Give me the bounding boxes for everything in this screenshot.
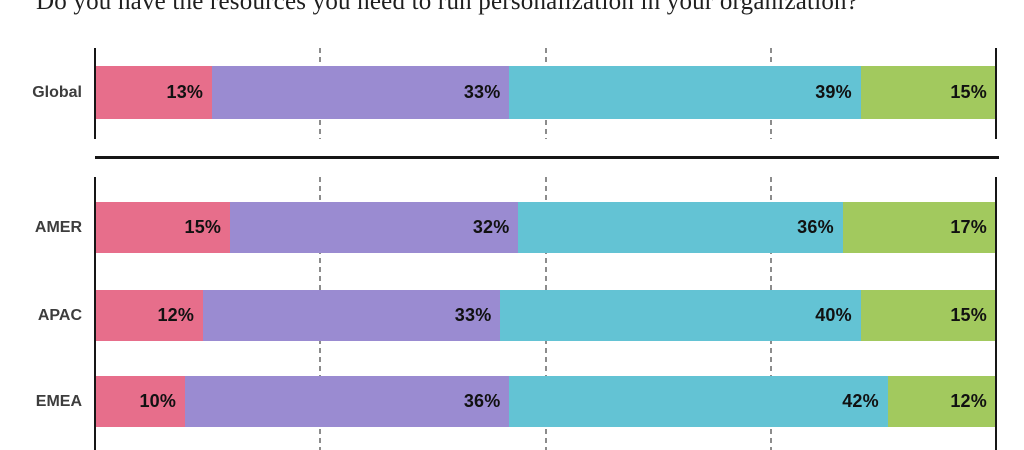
segment-value-label: 39% xyxy=(815,82,852,102)
regions-chart-plot: AMER 15% 32% 36% 17% APAC 12% 33% 40% 15% EMEA 10% 3… xyxy=(35,177,998,450)
global-left-axis-line xyxy=(93,48,97,139)
regions-left-axis-line xyxy=(93,177,97,450)
segment-value-label: 42% xyxy=(842,391,879,411)
bar-segment-1: 13% xyxy=(95,66,213,119)
bar-row-global: Global 13% 33% 39% 15% xyxy=(32,66,996,119)
bar-segment-3: 39% xyxy=(509,66,861,119)
bar-segment-3: 36% xyxy=(518,202,843,253)
segment-value-label: 32% xyxy=(472,217,510,237)
global-right-axis-line xyxy=(994,48,998,139)
segment-value-label: 15% xyxy=(950,305,987,325)
segment-value-label: 36% xyxy=(797,217,834,237)
segment-value-label: 12% xyxy=(950,391,987,411)
bar-segment-2: 33% xyxy=(203,290,501,341)
segment-value-label: 36% xyxy=(463,391,501,411)
section-divider xyxy=(95,156,999,159)
row-label-emea: EMEA xyxy=(35,392,82,410)
row-label-global: Global xyxy=(32,83,82,101)
bar-segment-4: 17% xyxy=(842,202,996,253)
bar-segment-1: 10% xyxy=(95,376,186,427)
bar-segment-1: 15% xyxy=(95,202,231,253)
bar-segment-4: 15% xyxy=(860,66,996,119)
segment-value-label: 17% xyxy=(950,217,987,237)
bar-segment-3: 40% xyxy=(500,290,861,341)
segment-value-label: 33% xyxy=(454,305,492,325)
row-label-amer: AMER xyxy=(34,218,82,236)
bar-row-amer: AMER 15% 32% 36% 17% xyxy=(35,202,996,253)
segment-value-label: 10% xyxy=(139,391,177,411)
regions-right-axis-line xyxy=(994,177,998,450)
bar-segment-2: 36% xyxy=(185,376,510,427)
bar-row-emea: EMEA 10% 36% 42% 12% xyxy=(36,376,996,427)
bar-segment-2: 33% xyxy=(212,66,510,119)
segment-value-label: 33% xyxy=(463,82,501,102)
bar-segment-4: 15% xyxy=(860,290,996,341)
segment-value-label: 12% xyxy=(157,305,195,325)
segment-value-label: 15% xyxy=(184,217,222,237)
global-chart-plot: Global 13% 33% 39% 15% xyxy=(32,48,998,139)
row-label-apac: APAC xyxy=(37,306,82,324)
bar-row-apac: APAC 12% 33% 40% 15% xyxy=(38,290,996,341)
bar-segment-2: 32% xyxy=(230,202,519,253)
segment-value-label: 15% xyxy=(950,82,987,102)
chart-title: Do you have the resources you need to ru… xyxy=(36,0,859,15)
bar-segment-1: 12% xyxy=(95,290,204,341)
bar-segment-4: 12% xyxy=(887,376,996,427)
bar-segment-3: 42% xyxy=(509,376,888,427)
segment-value-label: 40% xyxy=(815,305,852,325)
segment-value-label: 13% xyxy=(166,82,204,102)
